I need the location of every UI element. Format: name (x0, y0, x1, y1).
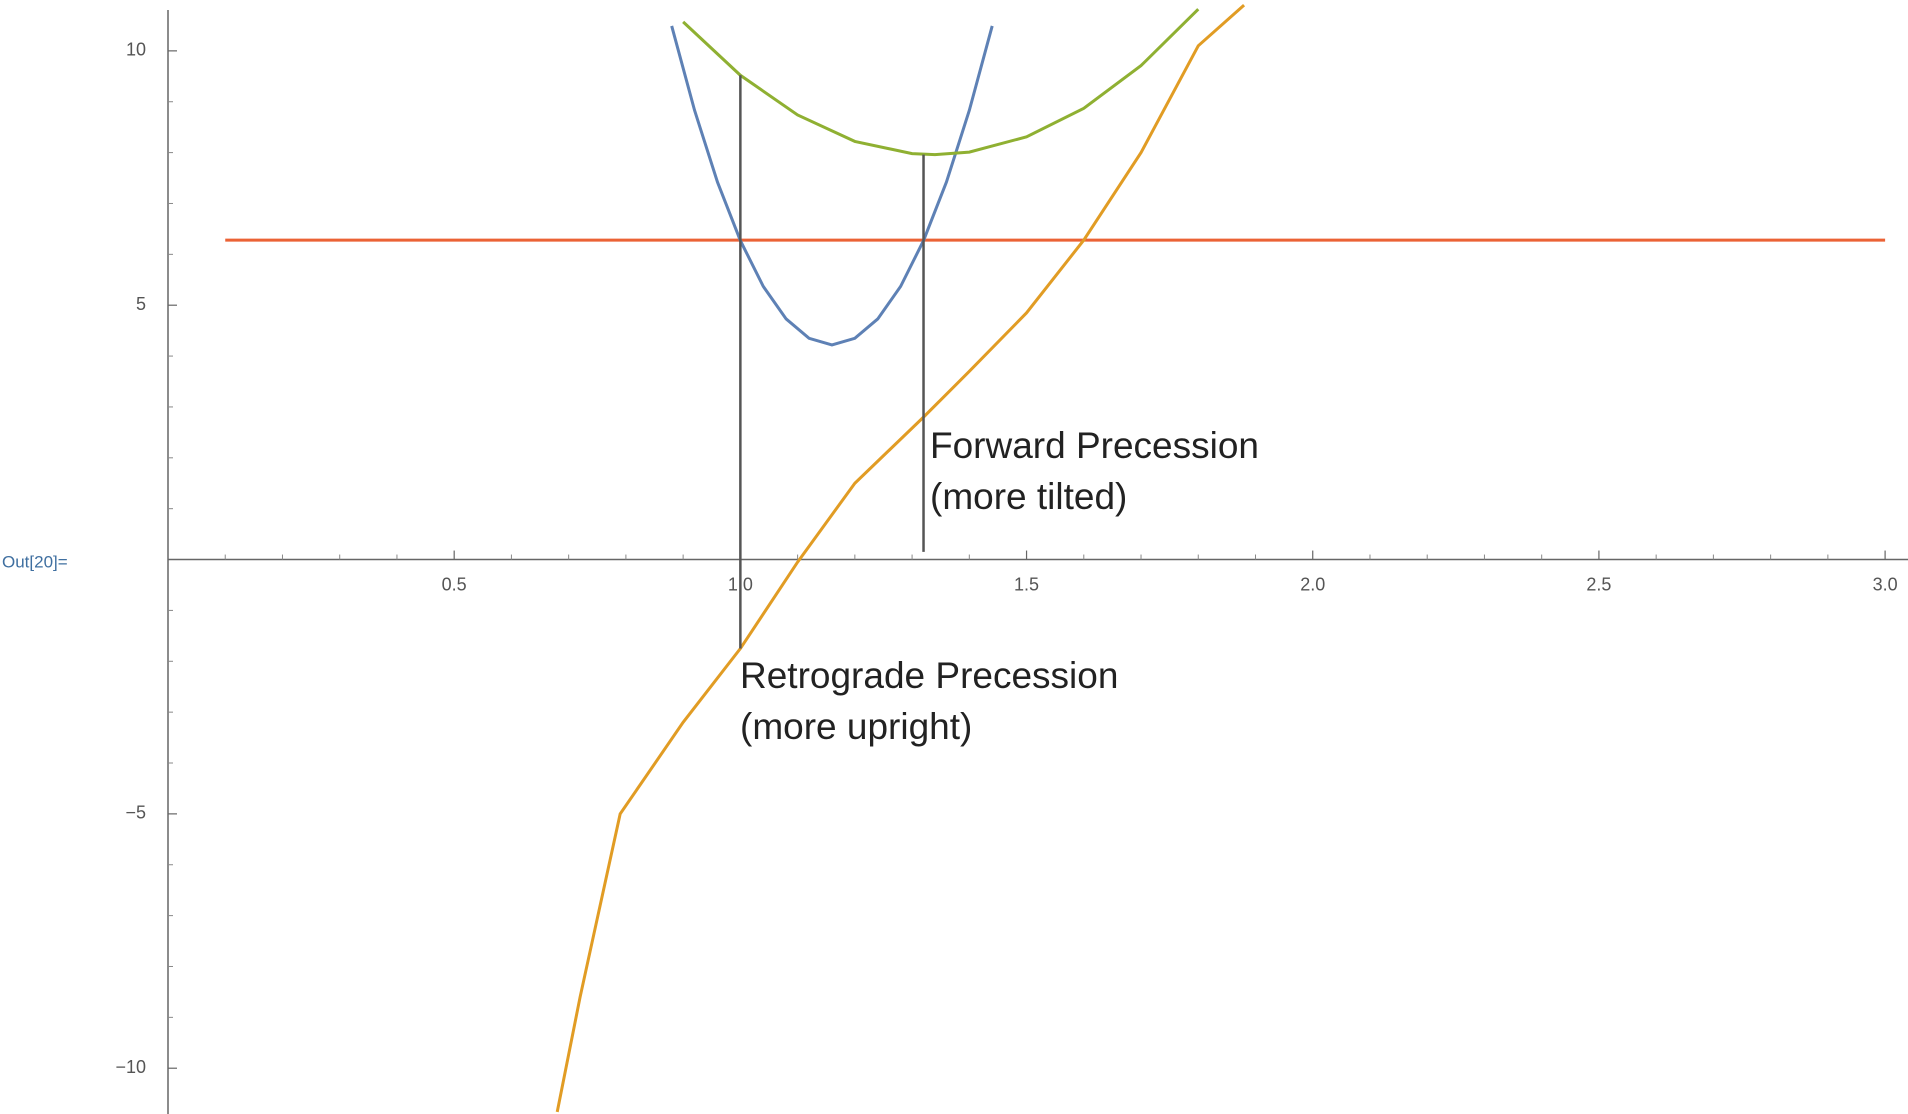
x-tick-label: 2.5 (1586, 574, 1611, 594)
output-label: Out[20]= (2, 552, 68, 571)
curve (555, 3, 1246, 1113)
x-tick-label: 3.0 (1873, 574, 1898, 594)
x-tick-label: 0.5 (442, 574, 467, 594)
y-tick-label: 5 (136, 294, 146, 314)
annotation: (more tilted) (930, 476, 1127, 517)
annotation: (more upright) (740, 706, 972, 747)
annotation: Forward Precession (930, 425, 1259, 466)
annotation: Retrograde Precession (740, 655, 1118, 696)
x-tick-label: 2.0 (1300, 574, 1325, 594)
y-tick-label: −5 (125, 803, 146, 823)
curve (682, 8, 1200, 157)
y-tick-label: −10 (115, 1057, 146, 1077)
curve (670, 25, 994, 347)
x-tick-label: 1.5 (1014, 574, 1039, 594)
y-tick-label: 10 (126, 40, 146, 60)
